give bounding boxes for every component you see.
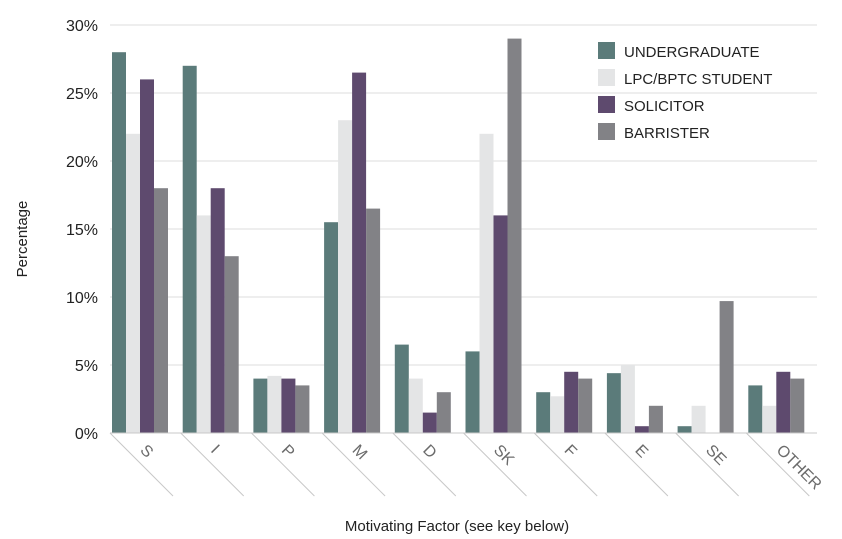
x-tick-label: SE [702, 442, 729, 469]
x-tick-label: D [419, 442, 439, 462]
bar-lpc-bptc-student [408, 378, 423, 433]
bars [112, 38, 805, 434]
bar-solicitor [776, 371, 791, 433]
bar-lpc-bptc-student [267, 375, 282, 433]
legend: UNDERGRADUATE LPC/BPTC STUDENT SOLICITOR BA… [598, 42, 772, 142]
y-tick-label: 30% [66, 18, 98, 35]
bar-solicitor [210, 188, 225, 433]
bar-barrister [790, 378, 805, 433]
bar-lpc-bptc-student [196, 215, 211, 433]
bar-undergraduate [748, 385, 763, 433]
bar-barrister [436, 392, 451, 433]
legend-swatch [598, 69, 615, 86]
legend-label: BARRISTER [624, 125, 710, 142]
bar-solicitor [422, 412, 437, 433]
bar-undergraduate [394, 344, 409, 433]
bar-solicitor [634, 426, 649, 433]
bar-lpc-bptc-student [762, 405, 777, 433]
y-tick-label: 10% [66, 290, 98, 307]
bar-barrister [507, 38, 522, 433]
x-tick-label: I [207, 442, 222, 457]
x-tick-label: E [631, 442, 651, 462]
bar-lpc-bptc-student [479, 133, 494, 434]
bar-undergraduate [465, 351, 480, 433]
category-separator [533, 432, 598, 497]
x-axis-title: Motivating Factor (see key below) [345, 518, 569, 535]
bar-lpc-bptc-student [126, 133, 140, 434]
bar-solicitor [352, 72, 367, 433]
y-axis-ticks: 0% 5% 10% 15% 20% 25% 30% [66, 18, 98, 443]
legend-label: UNDERGRADUATE [624, 44, 760, 61]
bar-undergraduate [677, 426, 692, 433]
bar-barrister [648, 405, 663, 433]
category-separator [321, 432, 386, 497]
y-tick-label: 25% [66, 86, 98, 103]
category-separator [675, 432, 739, 497]
category-separator [745, 432, 810, 497]
bar-lpc-bptc-student [691, 405, 706, 433]
x-tick-label: S [137, 442, 157, 462]
bar-solicitor [281, 378, 296, 433]
bar-undergraduate [182, 65, 197, 434]
x-axis: S I P M D SK F E SE OTHER [109, 432, 824, 497]
legend-swatch [598, 42, 615, 59]
bar-lpc-bptc-student [338, 120, 353, 433]
bar-undergraduate [536, 392, 551, 433]
bar-undergraduate [606, 373, 621, 433]
bar-solicitor [493, 215, 508, 433]
x-tick-label: F [561, 442, 580, 461]
legend-swatch [598, 123, 615, 140]
category-separator [463, 432, 527, 497]
category-separator [180, 432, 245, 497]
bar-barrister [154, 188, 168, 433]
legend-label: LPC/BPTC STUDENT [624, 71, 772, 88]
bar-lpc-bptc-student [620, 365, 635, 433]
y-tick-label: 15% [66, 222, 98, 239]
bar-solicitor [140, 79, 154, 434]
category-separator [109, 432, 174, 497]
bar-lpc-bptc-student [550, 396, 565, 433]
y-tick-label: 0% [75, 426, 98, 443]
bar-undergraduate [112, 52, 126, 433]
y-tick-label: 5% [75, 358, 98, 375]
bar-barrister [366, 208, 381, 433]
x-tick-label: SK [490, 442, 517, 469]
bar-barrister [719, 301, 734, 433]
bar-barrister [295, 385, 310, 433]
category-separator [251, 432, 315, 497]
category-separator [604, 432, 669, 497]
bar-solicitor [564, 371, 579, 433]
x-tick-label: M [349, 442, 370, 463]
bar-undergraduate [324, 222, 339, 433]
category-separator [392, 432, 457, 497]
x-tick-label: P [278, 442, 298, 462]
legend-swatch [598, 96, 615, 113]
legend-label: SOLICITOR [624, 98, 705, 115]
y-axis-title: Percentage [14, 201, 31, 278]
y-tick-label: 20% [66, 154, 98, 171]
bar-barrister [224, 256, 239, 433]
bar-barrister [578, 378, 593, 433]
bar-undergraduate [253, 378, 268, 433]
